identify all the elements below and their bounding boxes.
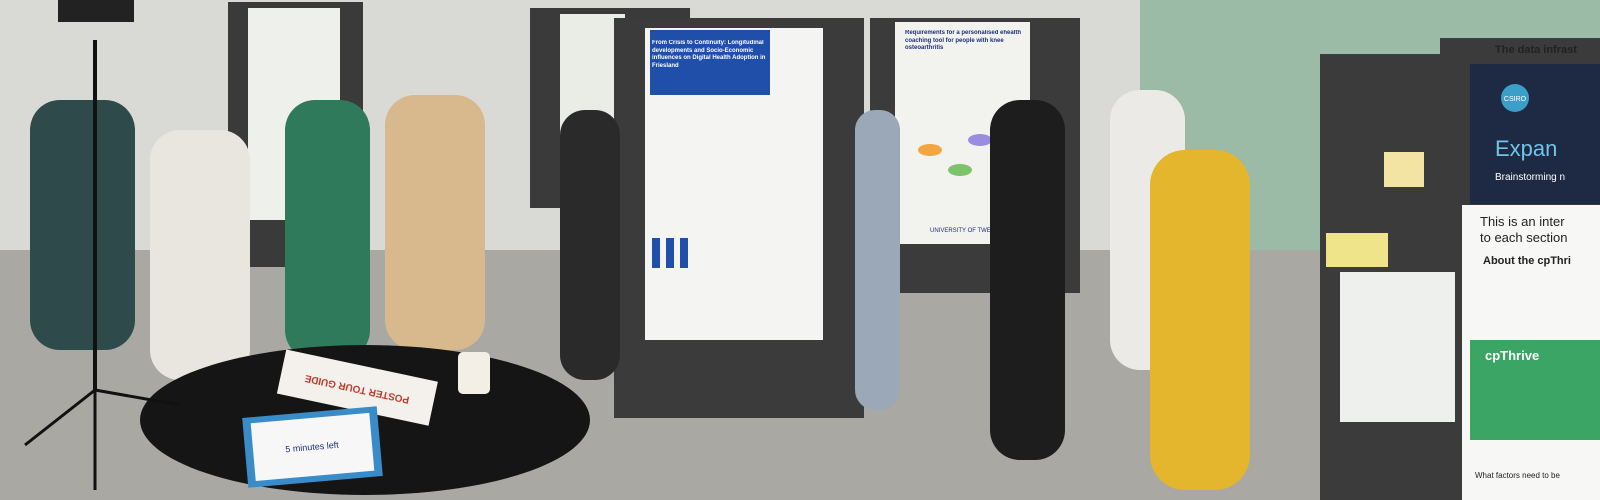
poster-title: Expan — [1495, 136, 1557, 161]
person — [855, 110, 900, 410]
poster-figure — [680, 238, 688, 268]
poster-brand: cpThrive — [1485, 348, 1539, 363]
person — [385, 95, 485, 350]
poster-title: From Crisis to Continuity: Longitudinal … — [652, 40, 766, 69]
poster-panel — [1470, 340, 1600, 440]
table-sign-text: 5 minutes left — [285, 440, 340, 455]
poster-logo: CSIRO — [1504, 96, 1527, 103]
camera — [58, 0, 134, 22]
poster-title-box: Requirements for a personalised ehealth … — [905, 30, 1022, 51]
tripod — [94, 388, 181, 407]
poster-bubble — [918, 144, 942, 156]
poster-text: What factors need to be — [1475, 471, 1560, 480]
poster-text: This is an inter — [1480, 214, 1565, 229]
person — [30, 100, 135, 350]
person — [285, 100, 370, 360]
logo-mark — [1501, 84, 1529, 112]
poster-bubble — [948, 164, 972, 176]
poster-subtitle: Brainstorming n — [1495, 172, 1565, 183]
tripod — [24, 388, 96, 447]
person — [150, 130, 250, 380]
poster-board — [1440, 38, 1600, 58]
poster-text: to each section — [1480, 230, 1567, 245]
poster-figure — [652, 238, 660, 268]
poster-bubble — [968, 134, 992, 146]
cup — [458, 352, 490, 394]
table-sign — [250, 412, 375, 482]
poster — [1340, 272, 1455, 422]
person — [1150, 150, 1250, 490]
sticky-note — [1384, 152, 1424, 187]
people — [30, 90, 1250, 490]
poster-title: The data infrast — [1495, 44, 1577, 56]
poster-title: Requirements for a personalised ehealth … — [905, 30, 1022, 51]
poster-title-box: From Crisis to Continuity: Longitudinal … — [652, 40, 766, 69]
sticky-note — [1326, 233, 1388, 267]
poster-figure — [666, 238, 674, 268]
person — [560, 110, 620, 380]
poster-logo: UNIVERSITY OF TWENTE — [930, 228, 1003, 234]
table-sign — [276, 349, 438, 426]
poster-header — [650, 30, 770, 95]
poster-header — [1470, 64, 1600, 204]
poster-heading: About the cpThri — [1483, 255, 1571, 267]
person — [990, 100, 1065, 460]
